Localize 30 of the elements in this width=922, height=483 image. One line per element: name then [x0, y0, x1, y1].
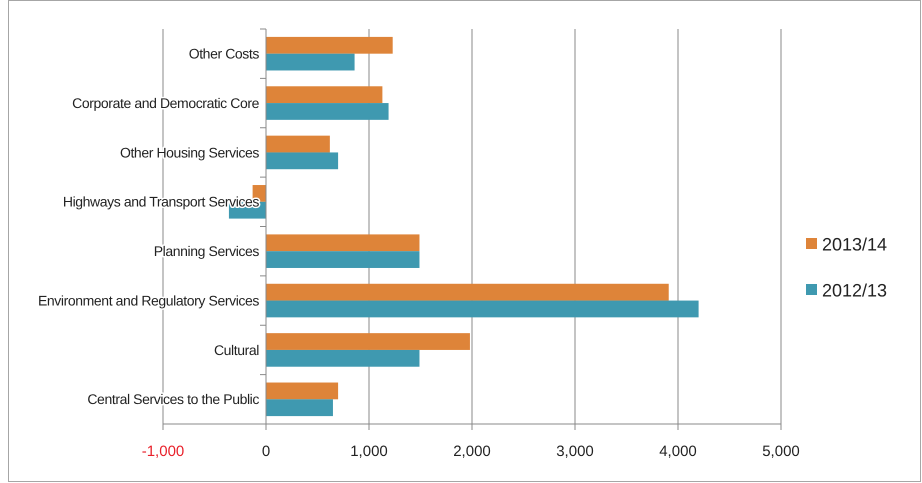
bar [266, 350, 420, 367]
x-tick-label: 1,000 [350, 443, 388, 460]
bar [266, 300, 699, 318]
bar [266, 86, 382, 104]
y-tick-label: Other Housing Services [120, 144, 260, 160]
y-tick-label: Central Services to the Public [87, 391, 260, 408]
x-tick-label: 0 [262, 443, 270, 460]
y-tick-label: Planning Services [154, 243, 260, 260]
x-tick-label: 5,000 [762, 443, 800, 460]
legend-label: 2012/13 [822, 280, 888, 300]
bar [266, 234, 420, 252]
y-tick-label: Corporate and Democratic Core [72, 94, 260, 111]
y-tick-label: Environment and Regulatory Services [38, 292, 260, 308]
x-tick-label: -1,000 [142, 443, 184, 460]
y-tick-label: Other Costs [188, 46, 260, 62]
bar [266, 152, 338, 170]
bar [266, 399, 333, 416]
bar [266, 103, 389, 120]
bar [266, 136, 330, 152]
x-tick-label: 3,000 [556, 443, 594, 460]
y-tick-label: Cultural [214, 342, 260, 358]
legend-label: 2013/14 [822, 234, 888, 254]
bar [266, 251, 420, 268]
bar [266, 382, 338, 400]
bar [266, 284, 669, 301]
bar [266, 36, 393, 54]
bar [266, 54, 355, 70]
x-tick-label: 4,000 [659, 443, 697, 460]
bar [266, 333, 470, 350]
x-tick-label: 2,000 [453, 443, 491, 460]
